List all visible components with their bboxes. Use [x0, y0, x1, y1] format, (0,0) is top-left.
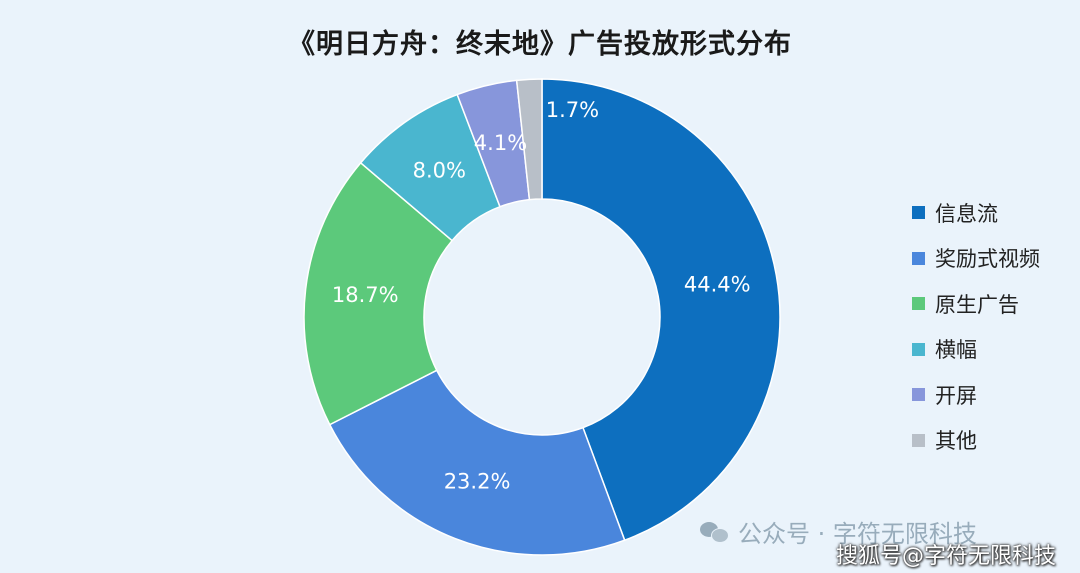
legend-label: 横幅: [935, 338, 977, 363]
legend-item: 原生广告: [912, 281, 1040, 327]
legend-item: 奖励式视频: [912, 236, 1040, 282]
legend-label: 其他: [935, 429, 977, 454]
legend-swatch: [912, 342, 925, 356]
chart-title: 《明日方舟：终末地》广告投放形式分布: [288, 29, 792, 60]
slice-label-4: 8.0%: [413, 159, 466, 183]
slice-2: [328, 369, 626, 556]
slice-label-6: 1.7%: [546, 98, 599, 122]
slice-label-5: 4.1%: [474, 131, 527, 155]
legend-label: 信息流: [935, 201, 998, 226]
donut-slices: [303, 78, 781, 556]
legend-swatch: [912, 206, 925, 220]
wechat-icon: [700, 520, 730, 544]
slice-label-1: 44.4%: [684, 273, 751, 297]
watermark-wechat-text: 公众号 · 字符无限科技: [738, 520, 977, 548]
slice-labels: 44.4% 23.2% 18.7% 8.0% 4.1% 1.7%: [332, 98, 751, 493]
slice-6: [515, 78, 543, 201]
legend-swatch: [912, 388, 925, 402]
slice-label-2: 23.2%: [444, 470, 511, 494]
legend-label: 开屏: [935, 383, 977, 408]
legend-item: 横幅: [912, 327, 1040, 373]
legend-item: 其他: [912, 418, 1040, 464]
legend-item: 开屏: [912, 372, 1040, 418]
legend-label: 奖励式视频: [935, 247, 1040, 272]
chart-legend: 信息流奖励式视频原生广告横幅开屏其他: [912, 190, 1040, 463]
watermark-sohu: 搜狐号@字符无限科技: [836, 544, 1057, 569]
watermark-wechat: 公众号 · 字符无限科技: [700, 514, 977, 549]
legend-swatch: [912, 297, 925, 311]
legend-label: 原生广告: [935, 292, 1019, 317]
slice-label-3: 18.7%: [332, 283, 399, 307]
legend-swatch: [912, 433, 925, 447]
slice-1: [541, 78, 781, 542]
legend-item: 信息流: [912, 190, 1040, 236]
slice-3: [303, 161, 454, 426]
legend-swatch: [912, 251, 925, 265]
